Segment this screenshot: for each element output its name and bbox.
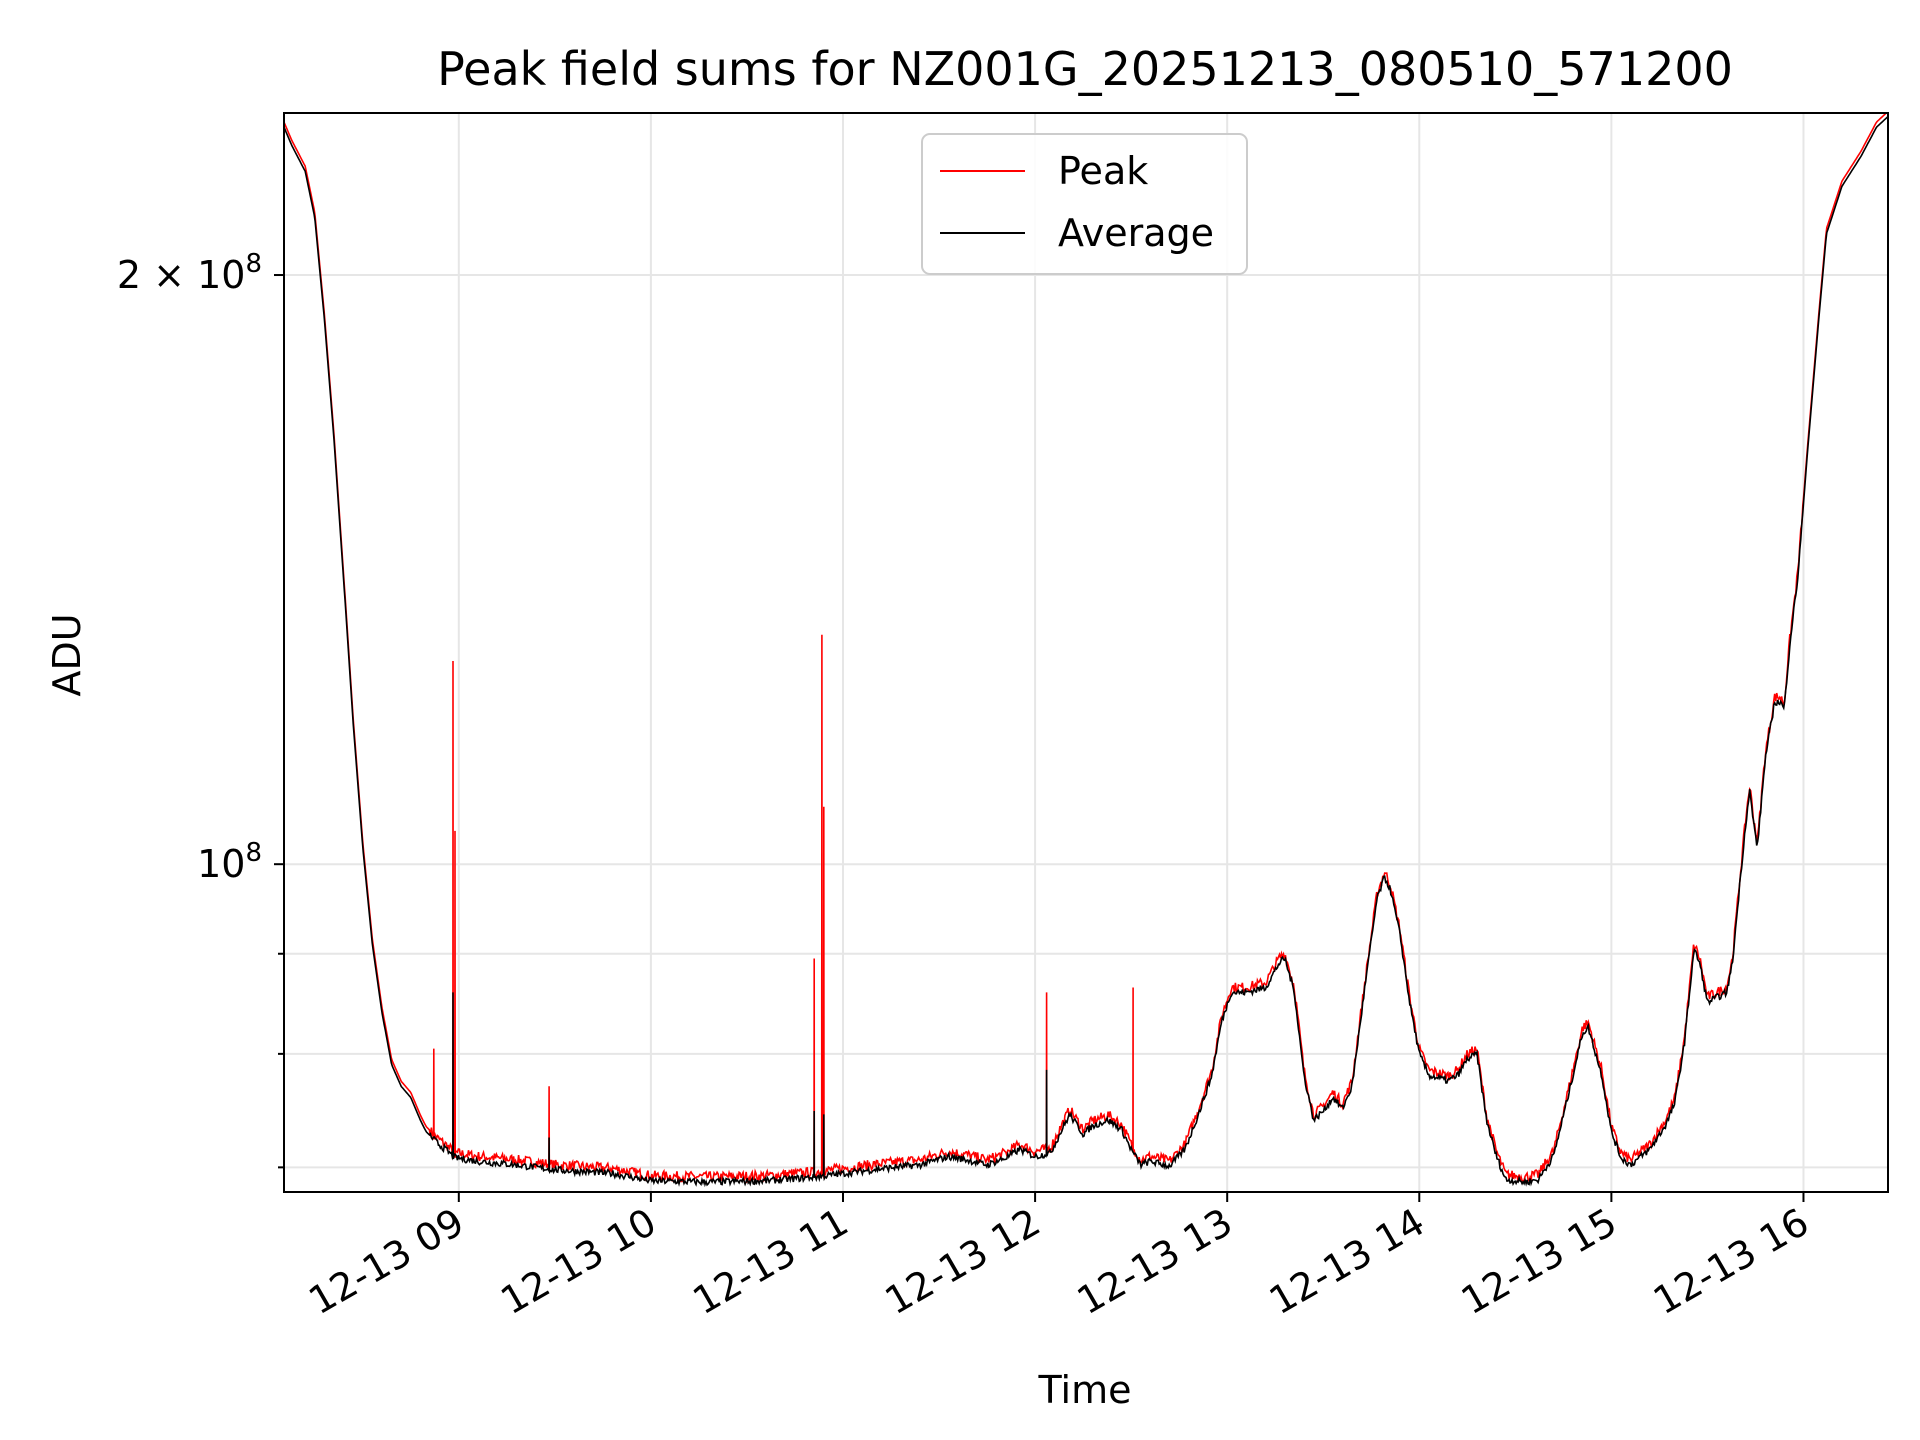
axes-frame	[283, 112, 1889, 1193]
average-series-line	[283, 115, 1889, 1188]
legend-average-label: Average	[1058, 211, 1214, 255]
chart-title: Peak field sums for NZ001G_20251213_0805…	[437, 42, 1733, 96]
x-axis-label: Time	[1038, 1368, 1132, 1412]
y-axis-label: ADU	[45, 613, 89, 696]
legend: Peak Average	[921, 133, 1248, 275]
legend-peak-label: Peak	[1058, 149, 1148, 193]
y-tick-label: 2 × 108	[117, 249, 262, 297]
legend-box	[921, 133, 1248, 275]
plot-lines	[283, 112, 1889, 1188]
peak-series-line	[283, 112, 1888, 1184]
grid	[284, 113, 1888, 1192]
